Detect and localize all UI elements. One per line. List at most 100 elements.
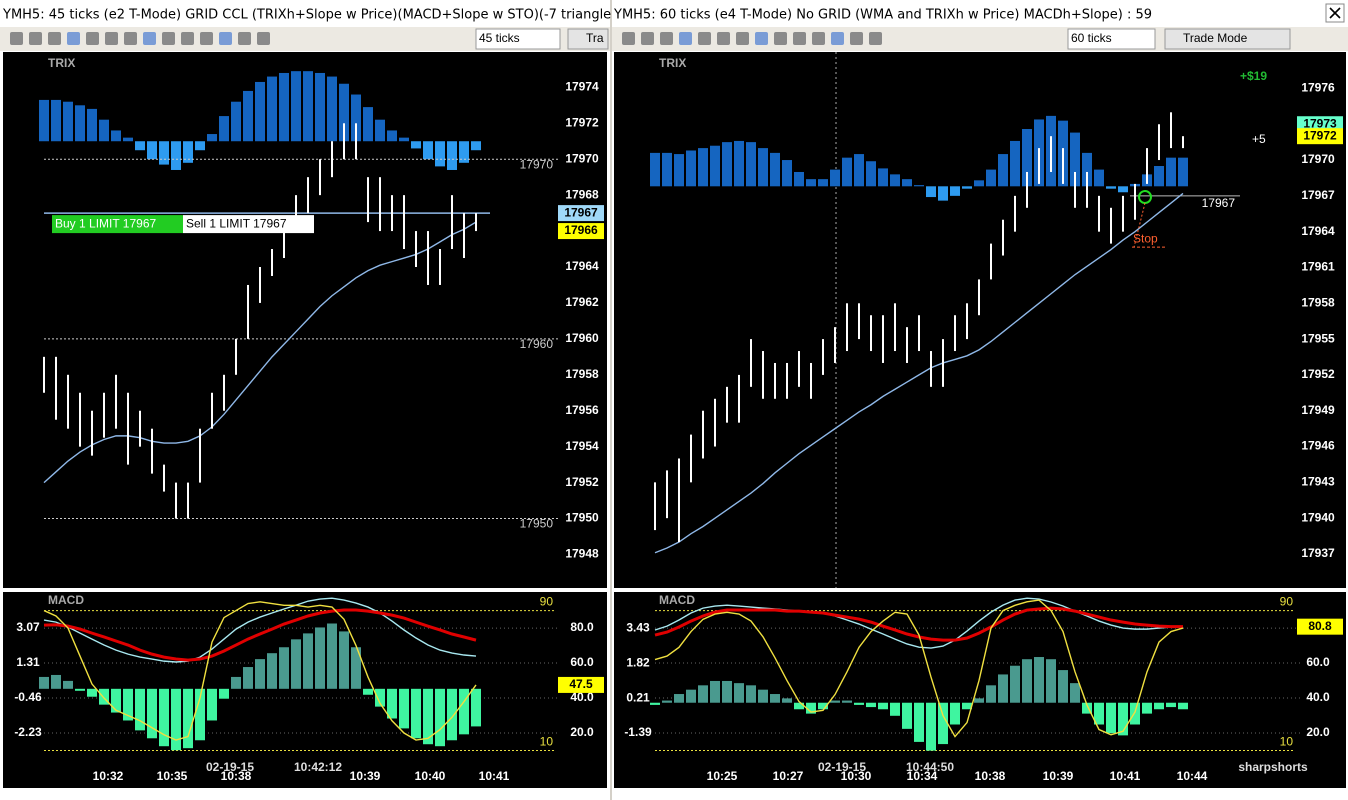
trix-bar [938,186,948,201]
toolbar-icon[interactable] [257,32,270,45]
y-tick-label: 17976 [1301,81,1335,95]
toolbar-icon[interactable] [622,32,635,45]
y2-tick-label: 20.0 [1306,725,1330,739]
histogram-bar [447,688,457,741]
y-tick-label: 17948 [565,547,599,561]
interval-box[interactable] [1067,28,1156,50]
toolbar-icon[interactable] [86,32,99,45]
x-tick-label: 10:39 [1043,769,1074,783]
x-tick-label: 10:38 [221,769,252,783]
histogram-bar [1094,702,1104,725]
toolbar-icon[interactable] [736,32,749,45]
sell-order-box[interactable] [183,215,314,234]
trix-bar [459,141,469,163]
histogram-bar [183,688,193,749]
histogram-bar [387,688,397,719]
toolbar-icon[interactable] [831,32,844,45]
trix-bar [722,142,732,187]
toolbar-icon[interactable] [793,32,806,45]
trade-mode-button[interactable] [1164,28,1291,50]
histogram-bar [303,633,313,689]
price-tag: 17967 [564,205,598,219]
price-tag: 17966 [564,223,598,237]
toolbar-icon[interactable] [10,32,23,45]
toolbar-icon[interactable] [660,32,673,45]
toolbar-icon[interactable] [717,32,730,45]
buy-order-box[interactable] [52,215,183,234]
trix-bar [171,141,181,170]
y2-tick-label: 20.0 [570,725,594,739]
interval-box[interactable] [475,28,561,50]
y-tick-label: 17958 [565,367,599,381]
histogram-bar [243,667,253,689]
toolbar-icon[interactable] [143,32,156,45]
toolbar-icon[interactable] [774,32,787,45]
toolbar-icon[interactable] [124,32,137,45]
toolbar-icon[interactable] [850,32,863,45]
histogram-bar [1058,670,1068,703]
trix-bar [363,107,373,142]
x-tick-label: 10:25 [707,769,738,783]
trix-bar [135,141,145,151]
y-tick-label: -1.39 [624,725,652,739]
y-tick-label: 3.43 [626,620,650,634]
toolbar-icon[interactable] [812,32,825,45]
histogram-bar [435,688,445,747]
y-tick-label: 17958 [1301,295,1335,309]
stop-label: Stop [1133,231,1158,245]
x-tick-label: 10:39 [350,769,381,783]
toolbar-icon[interactable] [641,32,654,45]
trix-bar [854,154,864,187]
trix-bar [1082,152,1092,187]
histogram-bar [291,639,301,689]
toolbar-icon[interactable] [48,32,61,45]
timestamp-date: 02-19-15 [206,760,254,774]
trix-bar [1118,186,1128,193]
trix-bar [1070,132,1080,187]
level-label: 17960 [520,337,554,351]
histogram-bar [51,674,61,689]
trix-bar [123,137,133,142]
trix-bar [195,141,205,151]
toolbar-icon[interactable] [162,32,175,45]
y-tick-label: 17950 [565,511,599,525]
y-tick-label: 17972 [565,115,599,129]
histogram-bar [315,627,325,689]
histogram-bar [267,653,277,689]
trix-bar [770,152,780,187]
toolbar-icon[interactable] [200,32,213,45]
y-tick-label: 17940 [1301,510,1335,524]
y-tick-label: 17943 [1301,475,1335,489]
toolbar-icon[interactable] [755,32,768,45]
histogram-bar [746,685,756,703]
toolbar-icon[interactable] [679,32,692,45]
toolbar-icon[interactable] [698,32,711,45]
trix-bar [327,76,337,142]
interval: 45 ticks [479,31,520,45]
toolbar-icon[interactable] [869,32,882,45]
trix-bar [866,161,876,187]
histogram-bar [674,694,684,703]
y-tick-label: 17960 [565,331,599,345]
histogram-bar [650,702,660,705]
histogram-bar [1046,659,1056,703]
toolbar-icon[interactable] [238,32,251,45]
histogram-bar [1070,683,1080,703]
toolbar-icon[interactable] [105,32,118,45]
histogram-bar [950,702,960,725]
histogram-bar [123,688,133,721]
histogram-bar [890,702,900,716]
histogram-bar [75,688,85,691]
toolbar-icon[interactable] [67,32,80,45]
toolbar-icon[interactable] [219,32,232,45]
histogram-bar [698,685,708,703]
histogram-bar [255,659,265,689]
histogram-bar [998,674,1008,703]
trade-mode-button[interactable] [567,28,609,50]
trix-bar [291,71,301,142]
toolbar-icon[interactable] [181,32,194,45]
histogram-bar [459,688,469,735]
toolbar-icon[interactable] [29,32,42,45]
histogram-bar [87,688,97,697]
